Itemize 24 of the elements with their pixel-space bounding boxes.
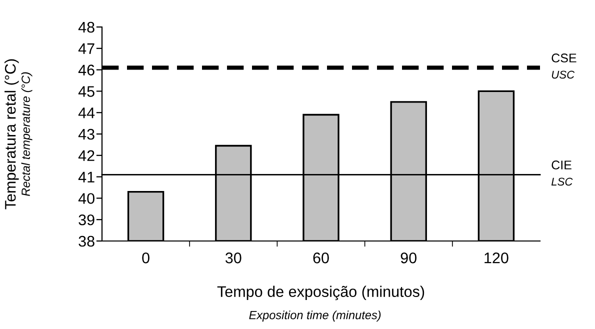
x-tick-label: 90 (400, 252, 416, 264)
y-tick-label: 39 (78, 214, 94, 226)
y-tick-label: 46 (78, 64, 94, 76)
text: LSC (551, 178, 573, 186)
y-tick-label: 48 (78, 22, 94, 33)
text: USC (552, 70, 575, 79)
y-tick-label: 42 (78, 150, 94, 161)
y-tick-label: 44 (78, 108, 95, 118)
text: Exposition time (minutes) (249, 310, 381, 322)
x-tick-label: 120 (484, 252, 508, 264)
y-tick-label: 40 (78, 193, 94, 204)
y-tick-label: 47 (78, 43, 94, 54)
ref-line-label: CSE (552, 54, 576, 62)
y-tick-label: 43 (78, 128, 94, 140)
text: Rectal temperature (°C) (21, 72, 32, 196)
x-tick-label: 0 (142, 252, 150, 264)
y-tick-label: 38 (78, 236, 94, 247)
ref-line-label: CIE (552, 160, 572, 170)
y-tick-label: 45 (78, 86, 94, 97)
x-tick-label: 30 (225, 252, 242, 264)
x-axis-title: Tempo de exposição (minutos) (217, 286, 424, 300)
y-tick-label: 41 (78, 172, 94, 182)
x-tick-label: 60 (313, 252, 329, 264)
y-axis-title: Temperatura retal (°C) (4, 59, 19, 210)
